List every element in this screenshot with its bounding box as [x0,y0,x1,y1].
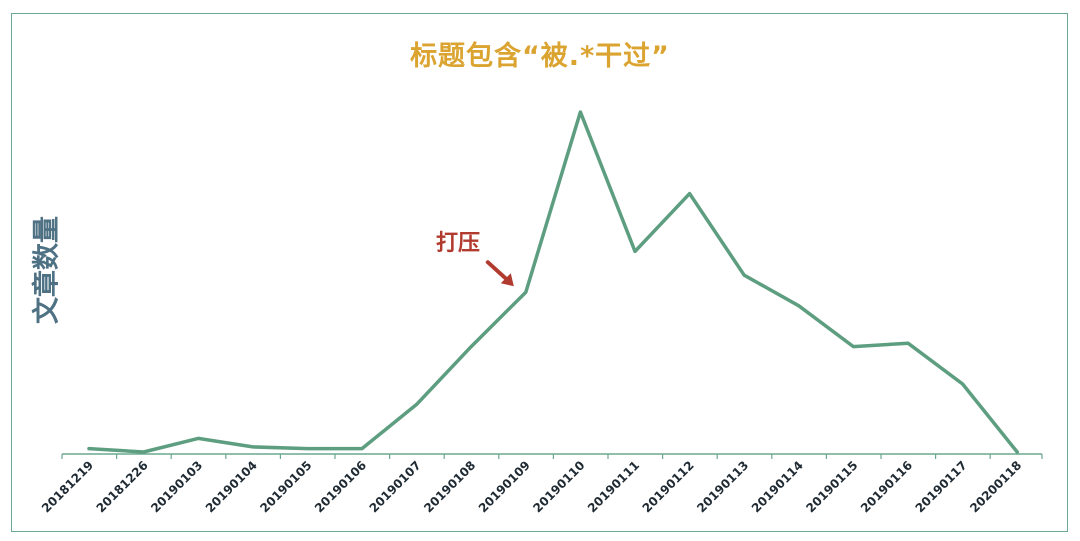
annotation-arrowhead [500,273,514,287]
data-point [87,447,91,451]
x-tick-label: 20190106 [312,458,369,515]
data-point [633,249,637,253]
x-tick-label: 20181226 [94,458,151,515]
data-point [524,290,528,294]
x-tick-label: 20190116 [858,458,915,515]
data-point [851,345,855,349]
x-tick-label: 20190111 [585,458,642,515]
data-point [688,192,692,196]
data-point [415,402,419,406]
data-point [196,436,200,440]
data-point [797,304,801,308]
data-point [305,447,309,451]
x-tick-label: 20200118 [967,458,1024,515]
data-point [251,445,255,449]
chart-title: 标题包含“被.*干过” [410,41,670,72]
x-tick-label: 20190103 [148,458,205,515]
x-tick-label: 20190104 [203,458,260,515]
data-point [469,345,473,349]
annotation-text: 打压 [436,231,481,256]
x-tick-label: 20190109 [476,458,533,515]
x-tick-label: 20190112 [640,458,697,515]
x-tick-label: 20181219 [39,458,96,515]
data-point [1015,450,1019,454]
x-tick-label: 20190108 [421,458,478,515]
data-point [906,341,910,345]
x-tick-label: 20190110 [530,458,587,515]
chart-frame [11,13,1068,532]
data-point [742,273,746,277]
data-point [578,110,582,114]
x-tick-label: 20190114 [749,458,806,515]
x-tick-label: 20190117 [913,458,970,515]
x-tick-label: 20190107 [367,458,424,515]
data-point [961,382,965,386]
x-tick-label: 20190113 [694,458,751,515]
data-point [142,450,146,454]
series-line [87,110,1019,454]
data-point [360,447,364,451]
x-tick-label: 20190105 [257,458,314,515]
x-tick-label: 20190115 [803,458,860,515]
